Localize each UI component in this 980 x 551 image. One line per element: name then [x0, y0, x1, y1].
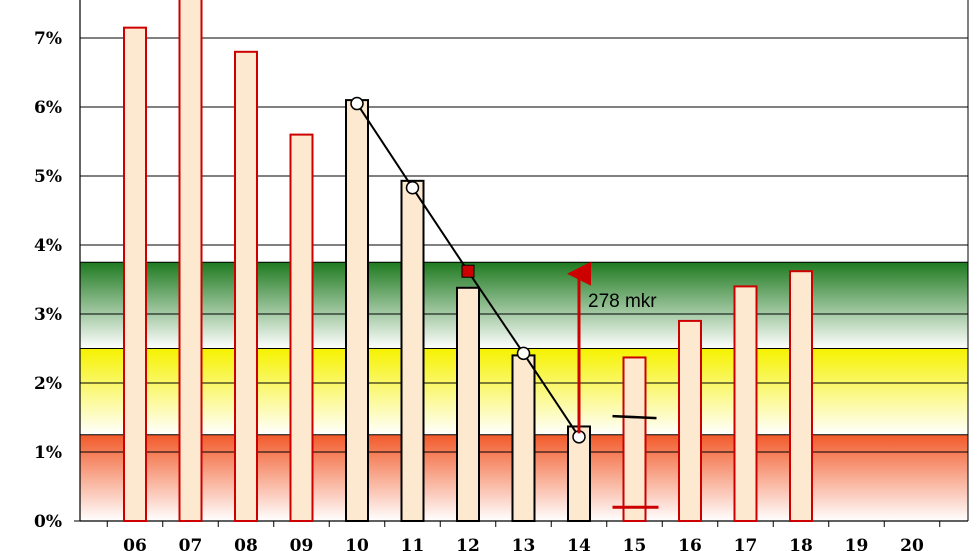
xtick-label: 20: [900, 536, 924, 551]
arrow-label: 278 mkr: [588, 291, 657, 312]
bar-18: [789, 270, 813, 522]
trend-marker-circle: [405, 180, 420, 195]
bar-06: [123, 26, 147, 523]
xtick-label: 12: [456, 536, 480, 551]
ytick-label: 5%: [34, 167, 62, 187]
ytick-label: 4%: [34, 236, 62, 256]
xtick-label: 17: [734, 536, 758, 551]
trend-marker-square: [461, 264, 475, 278]
trend-marker-circle: [516, 346, 531, 361]
xtick-label: 11: [401, 536, 425, 551]
bar-17: [733, 285, 758, 522]
xtick-label: 16: [678, 536, 702, 551]
ytick-label: 7%: [34, 29, 62, 49]
xtick-label: 15: [623, 536, 647, 551]
bars: [123, 0, 813, 523]
band-2: [80, 262, 968, 349]
ytick-label: 0%: [34, 512, 62, 532]
xtick-label: 18: [789, 536, 813, 551]
trend-marker-circle: [350, 96, 364, 111]
ytick-label: 2%: [34, 374, 62, 394]
xtick-label: 13: [512, 536, 536, 551]
xtick-label: 07: [179, 536, 203, 551]
bar-15: [622, 356, 647, 522]
bar-09: [289, 133, 314, 522]
bar-13: [511, 354, 536, 522]
ytick-label: 3%: [34, 305, 62, 325]
ytick-label: 1%: [34, 443, 62, 463]
overlays: [350, 96, 659, 509]
xtick-label: 19: [845, 536, 869, 551]
bar-11: [400, 179, 425, 523]
xtick-label: 14: [567, 536, 591, 551]
labels: 0% 1% 2% 3% 4% 5% 6% 7% 06 07 08 09 10 11 12 13 14 15 16 17…: [34, 29, 924, 551]
xtick-label: 08: [234, 536, 258, 551]
bar-07: [178, 0, 203, 522]
bar-12: [456, 286, 480, 522]
range-mark-high: [612, 414, 657, 420]
bar-08: [234, 50, 258, 523]
bar-16: [678, 319, 702, 522]
bar-10: [345, 99, 369, 522]
xtick-label: 10: [345, 536, 369, 551]
xtick-label: 09: [290, 536, 314, 551]
xtick-label: 06: [123, 536, 147, 551]
ytick-label: 6%: [34, 98, 62, 118]
